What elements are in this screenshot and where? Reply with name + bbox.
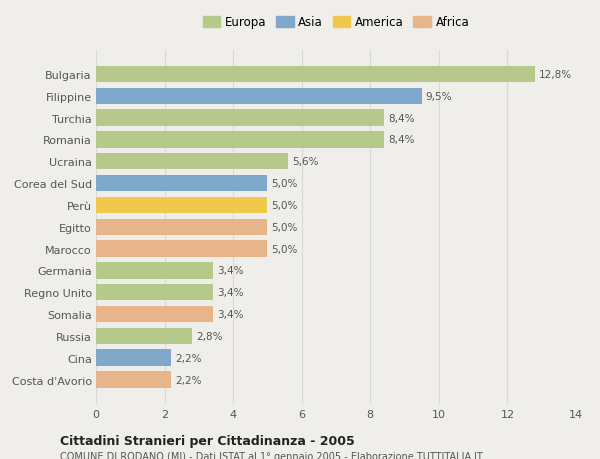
Text: 5,6%: 5,6% bbox=[292, 157, 319, 167]
Bar bbox=[96, 154, 288, 170]
Legend: Europa, Asia, America, Africa: Europa, Asia, America, Africa bbox=[200, 14, 472, 32]
Text: 3,4%: 3,4% bbox=[217, 288, 243, 297]
Bar bbox=[96, 132, 384, 148]
Bar bbox=[96, 328, 192, 344]
Text: 9,5%: 9,5% bbox=[426, 91, 452, 101]
Bar bbox=[96, 285, 212, 301]
Text: 2,8%: 2,8% bbox=[196, 331, 223, 341]
Bar bbox=[96, 350, 172, 366]
Text: 8,4%: 8,4% bbox=[388, 113, 415, 123]
Bar bbox=[96, 67, 535, 83]
Text: 5,0%: 5,0% bbox=[272, 201, 298, 210]
Text: 3,4%: 3,4% bbox=[217, 309, 243, 319]
Text: 8,4%: 8,4% bbox=[388, 135, 415, 145]
Bar bbox=[96, 306, 212, 323]
Text: Cittadini Stranieri per Cittadinanza - 2005: Cittadini Stranieri per Cittadinanza - 2… bbox=[60, 434, 355, 447]
Bar bbox=[96, 263, 212, 279]
Bar bbox=[96, 241, 268, 257]
Bar bbox=[96, 110, 384, 127]
Bar bbox=[96, 88, 422, 105]
Bar bbox=[96, 371, 172, 388]
Bar bbox=[96, 219, 268, 235]
Text: 5,0%: 5,0% bbox=[272, 179, 298, 189]
Text: COMUNE DI RODANO (MI) - Dati ISTAT al 1° gennaio 2005 - Elaborazione TUTTITALIA.: COMUNE DI RODANO (MI) - Dati ISTAT al 1°… bbox=[60, 451, 483, 459]
Bar bbox=[96, 197, 268, 213]
Text: 3,4%: 3,4% bbox=[217, 266, 243, 276]
Text: 12,8%: 12,8% bbox=[539, 70, 572, 80]
Text: 5,0%: 5,0% bbox=[272, 222, 298, 232]
Text: 5,0%: 5,0% bbox=[272, 244, 298, 254]
Text: 2,2%: 2,2% bbox=[176, 375, 202, 385]
Text: 2,2%: 2,2% bbox=[176, 353, 202, 363]
Bar bbox=[96, 175, 268, 192]
